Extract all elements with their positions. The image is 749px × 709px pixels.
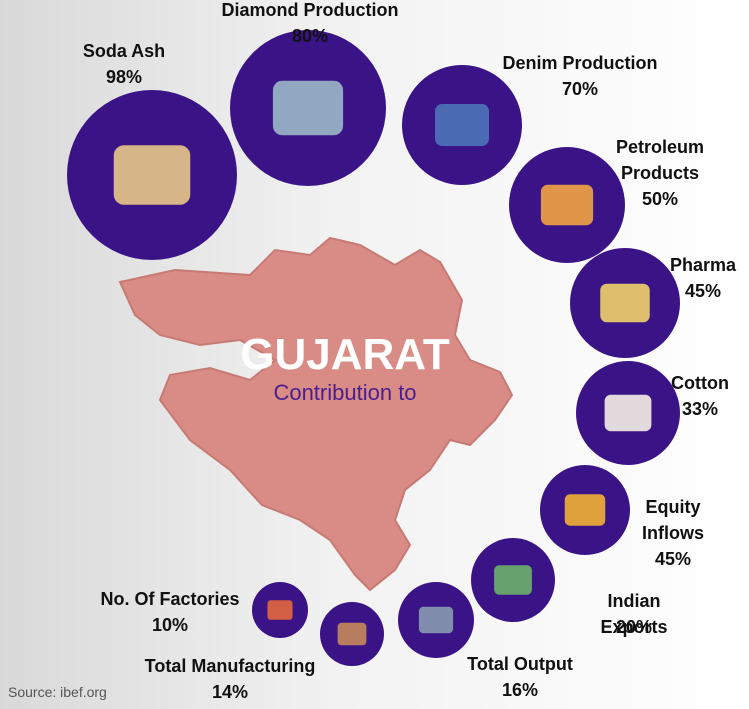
item-label: Denim Production bbox=[502, 53, 658, 73]
icon bbox=[267, 600, 293, 620]
item-value: 70% bbox=[561, 79, 599, 99]
item-value: 45% bbox=[684, 281, 722, 301]
icon bbox=[272, 80, 344, 136]
subtitle: Contribution to bbox=[273, 380, 417, 405]
item-label: Total Output bbox=[467, 654, 573, 674]
item-label: Total Manufacturing bbox=[144, 656, 316, 676]
item-label: No. Of Factories bbox=[100, 589, 240, 609]
item-value: 33% bbox=[681, 399, 719, 419]
item-label: Soda Ash bbox=[82, 41, 166, 61]
item-label: Petroleum Products bbox=[615, 137, 705, 183]
item-value: 10% bbox=[151, 615, 189, 635]
icon bbox=[604, 394, 652, 432]
icon bbox=[337, 622, 367, 646]
icon bbox=[600, 283, 650, 323]
gujarat-map bbox=[118, 236, 514, 592]
icon bbox=[113, 145, 191, 205]
icon bbox=[418, 606, 454, 634]
item-value: 14% bbox=[211, 682, 249, 702]
item-label: Diamond Production bbox=[221, 0, 399, 20]
item-value: 80% bbox=[291, 26, 329, 46]
item-value: 20% bbox=[615, 617, 653, 637]
item-value: 50% bbox=[641, 189, 679, 209]
item-label: Cotton bbox=[671, 373, 729, 393]
item-value: 45% bbox=[654, 549, 692, 569]
title: GUJARAT bbox=[240, 330, 450, 379]
icon bbox=[564, 494, 606, 526]
source: Source: ibef.org bbox=[8, 684, 107, 700]
item-value: 16% bbox=[501, 680, 539, 700]
icon bbox=[494, 565, 532, 595]
icon bbox=[540, 184, 594, 226]
icon bbox=[435, 104, 489, 146]
item-label: Pharma bbox=[669, 255, 737, 275]
item-label: Indian Exports bbox=[600, 591, 668, 637]
item-label: Equity Inflows bbox=[642, 497, 704, 543]
item-value: 98% bbox=[105, 67, 143, 87]
